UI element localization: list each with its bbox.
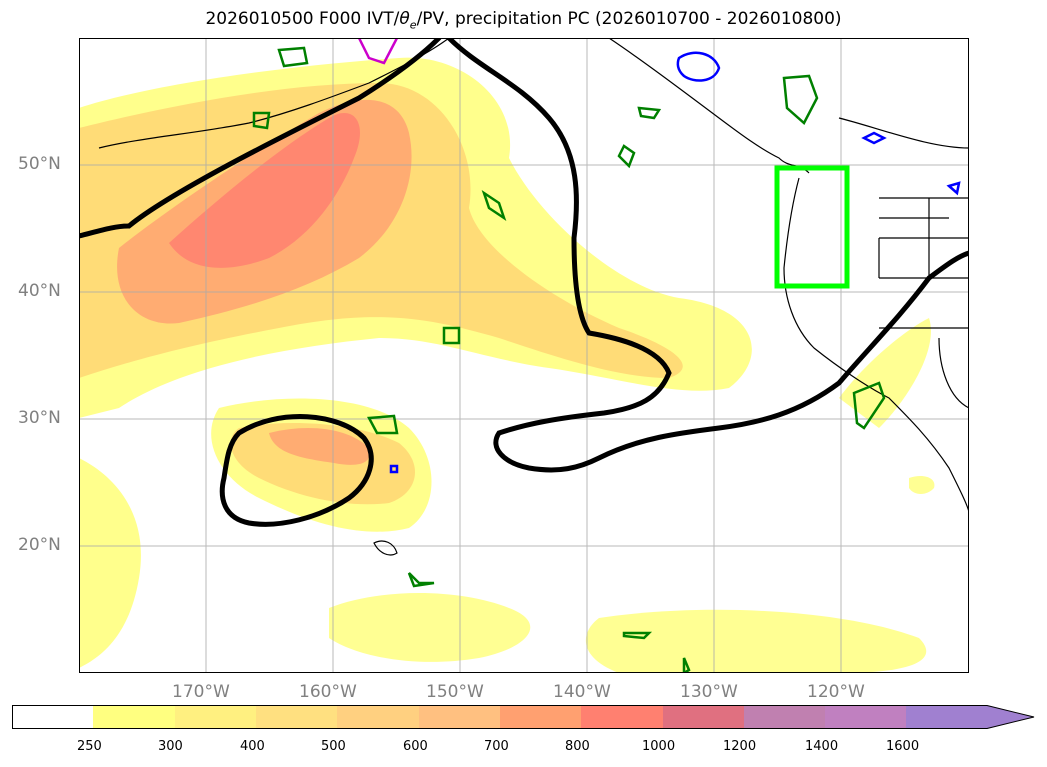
lat-tick-label: 20°N <box>18 535 61 555</box>
lon-tick-label: 130°W <box>680 682 738 702</box>
colorbar-label: 400 <box>240 739 265 754</box>
thick-contour <box>79 38 969 527</box>
lon-tick-label: 170°W <box>172 682 230 702</box>
map-plot <box>79 38 969 673</box>
colorbar-label: 1400 <box>805 739 839 754</box>
map-title: 2026010500 F000 IVT/θe/PV, precipitation… <box>205 9 842 32</box>
lon-tick-label: 140°W <box>553 682 611 702</box>
magenta-contour <box>357 38 399 65</box>
lon-tick-label: 160°W <box>299 682 357 702</box>
colorbar-label: 300 <box>158 739 183 754</box>
lon-tick-label: 120°W <box>807 682 865 702</box>
colorbar <box>12 705 1035 729</box>
lat-tick-label: 50°N <box>18 154 61 174</box>
highlight-box <box>774 165 850 289</box>
colorbar-label: 600 <box>403 739 428 754</box>
colorbar-label: 1200 <box>723 739 757 754</box>
green-contours <box>252 46 886 673</box>
lat-tick-label: 30°N <box>18 408 61 428</box>
blue-contours <box>389 51 961 474</box>
colorbar-label: 250 <box>77 739 102 754</box>
colorbar-label: 1600 <box>886 739 920 754</box>
colorbar-label: 500 <box>321 739 346 754</box>
lat-tick-label: 40°N <box>18 281 61 301</box>
lon-tick-label: 150°W <box>426 682 484 702</box>
coastlines <box>98 38 969 556</box>
colorbar-label: 700 <box>484 739 509 754</box>
colorbar-label: 1000 <box>642 739 676 754</box>
colorbar-label: 800 <box>565 739 590 754</box>
